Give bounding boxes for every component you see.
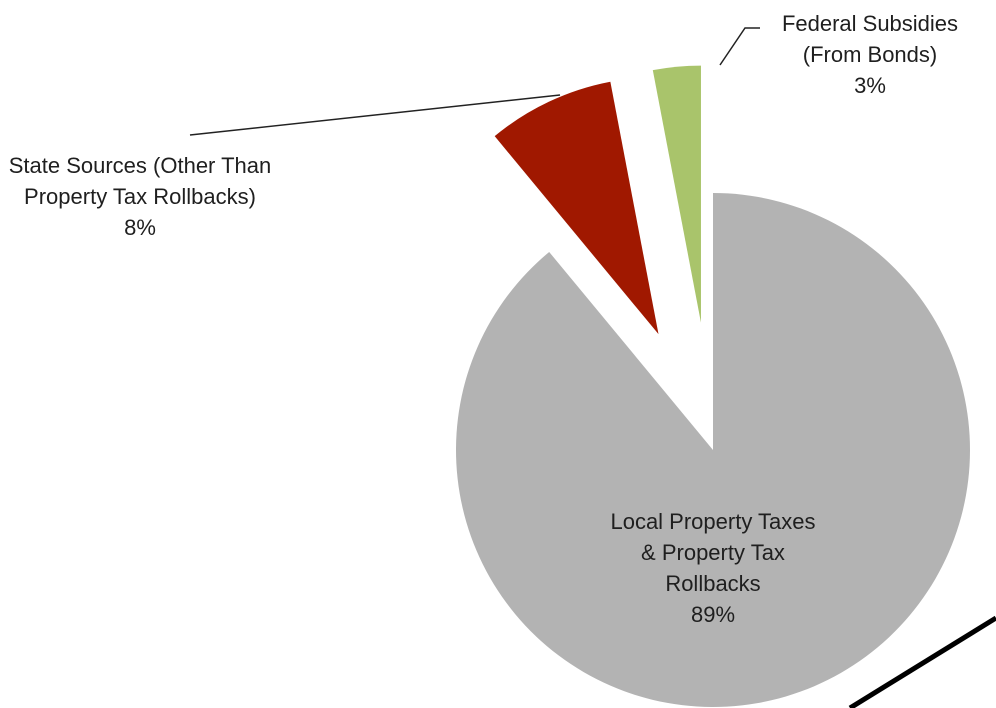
decoration-line [848,615,996,708]
pie-slice [494,81,659,335]
value-label: 8% [124,215,156,240]
leader-line [719,27,760,66]
value-label: 89% [690,602,736,627]
value-label: 3% [854,73,886,98]
category-label: Federal Subsidies (From Bonds) [781,11,959,67]
slice-label: State Sources (Other Than Property Tax R… [0,150,285,243]
slices [456,65,970,707]
category-label: State Sources (Other Than Property Tax R… [8,153,272,209]
pie-slice [456,193,970,707]
slice-label: Federal Subsidies (From Bonds) 3% [770,8,970,101]
pie-slice [652,65,701,323]
category-label: Local Property Taxes & Property Tax Roll… [610,509,816,596]
slice-label: Local Property Taxes & Property Tax Roll… [608,506,818,630]
leader-line [189,94,561,136]
